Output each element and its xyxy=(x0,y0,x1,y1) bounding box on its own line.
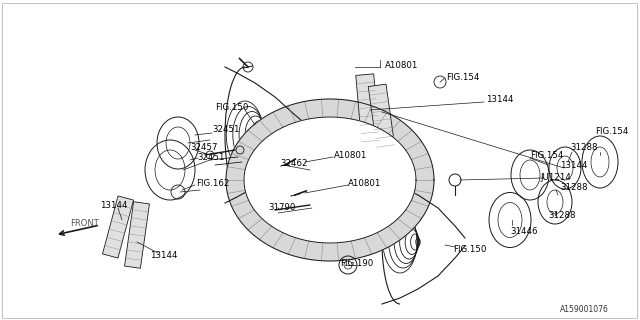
Text: A10801: A10801 xyxy=(334,150,367,159)
Text: 13144: 13144 xyxy=(486,95,513,105)
Bar xyxy=(368,84,396,156)
Text: FIG.154: FIG.154 xyxy=(446,74,479,83)
Polygon shape xyxy=(244,117,416,243)
Text: 31288: 31288 xyxy=(570,143,598,153)
Bar xyxy=(356,74,380,150)
Text: 13144: 13144 xyxy=(100,202,127,211)
Bar xyxy=(102,196,134,258)
Text: 32462: 32462 xyxy=(280,159,307,169)
Text: 13144: 13144 xyxy=(150,251,177,260)
Text: 32451: 32451 xyxy=(197,153,225,162)
Text: FIG.154: FIG.154 xyxy=(595,127,628,137)
Text: A159001076: A159001076 xyxy=(560,306,609,315)
Text: 32451: 32451 xyxy=(212,125,239,134)
Polygon shape xyxy=(226,99,434,261)
Text: FIG.150: FIG.150 xyxy=(453,245,486,254)
Text: 31446: 31446 xyxy=(510,228,538,236)
Text: A10801: A10801 xyxy=(348,179,381,188)
Text: 32457: 32457 xyxy=(190,143,218,153)
Bar xyxy=(125,202,150,268)
Text: 13144: 13144 xyxy=(560,161,588,170)
Text: FIG.190: FIG.190 xyxy=(340,259,373,268)
Text: FRONT: FRONT xyxy=(70,219,99,228)
Text: 31288: 31288 xyxy=(560,183,588,193)
Text: A10801: A10801 xyxy=(385,60,419,69)
Text: JU1214: JU1214 xyxy=(540,172,571,181)
Text: 31288: 31288 xyxy=(548,211,575,220)
Text: FIG.154: FIG.154 xyxy=(530,150,563,159)
Text: FIG.150: FIG.150 xyxy=(215,103,248,113)
Text: 31790: 31790 xyxy=(268,204,296,212)
Text: FIG.162: FIG.162 xyxy=(196,179,229,188)
